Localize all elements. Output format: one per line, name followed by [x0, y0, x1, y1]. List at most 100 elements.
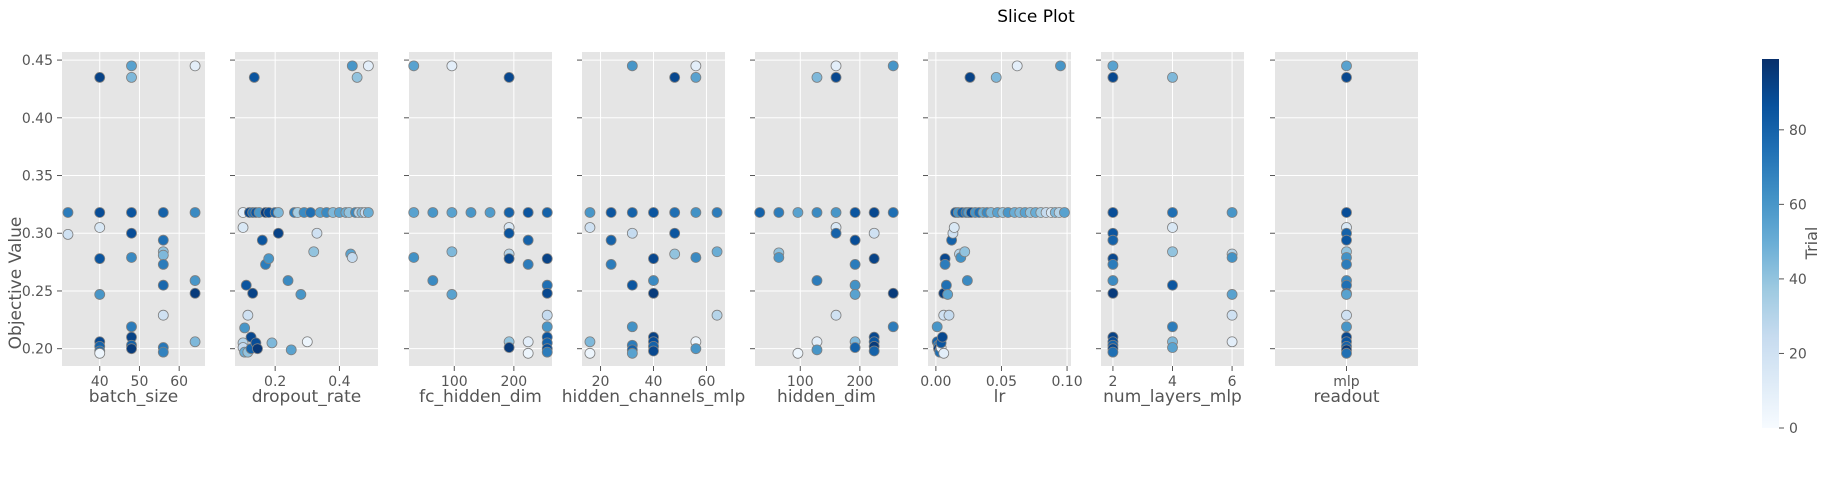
data-point	[311, 227, 323, 239]
data-point	[189, 336, 201, 348]
data-point	[1107, 287, 1119, 299]
data-point	[1107, 71, 1119, 83]
data-point	[811, 207, 823, 218]
data-point	[605, 207, 617, 218]
data-point	[648, 345, 659, 357]
data-point	[1226, 336, 1238, 348]
data-point	[252, 343, 263, 355]
data-point	[503, 342, 515, 353]
data-point	[1167, 207, 1178, 218]
x-tick-label: 40	[645, 374, 663, 390]
x-tick-label: 200	[846, 374, 873, 390]
data-point	[157, 309, 169, 321]
data-point	[126, 60, 137, 72]
panel-lr: 0.00 0.05 0.10 lr	[920, 52, 1083, 407]
data-point	[669, 207, 681, 218]
data-point	[408, 252, 420, 263]
data-point	[503, 207, 515, 218]
data-point	[1341, 207, 1352, 218]
data-point	[465, 207, 477, 218]
data-point	[351, 71, 363, 83]
x-tick-label: 200	[500, 374, 527, 390]
data-point	[584, 222, 596, 233]
data-point	[272, 207, 284, 218]
data-point	[887, 207, 899, 218]
data-point	[126, 71, 137, 83]
data-point	[773, 252, 785, 263]
data-point	[711, 246, 723, 258]
data-point	[522, 259, 534, 270]
data-point	[126, 343, 137, 355]
data-point	[626, 347, 638, 359]
data-point	[240, 279, 252, 291]
data-point	[1341, 259, 1352, 270]
data-point	[503, 71, 515, 83]
data-point	[484, 207, 496, 218]
data-point	[541, 346, 553, 358]
data-point	[959, 246, 971, 258]
colorbar-tick-label: 20	[1789, 346, 1807, 362]
data-point	[990, 71, 1002, 83]
x-tick-label: 60	[698, 374, 716, 390]
data-point	[94, 253, 106, 265]
y-tick-label: 0.35	[22, 169, 53, 185]
y-tick-label: 0.40	[22, 111, 53, 127]
data-point	[669, 248, 681, 260]
data-point	[346, 252, 358, 263]
data-point	[541, 207, 553, 218]
data-point	[446, 60, 458, 72]
data-point	[522, 234, 534, 246]
data-point	[1341, 71, 1352, 83]
data-point	[1055, 60, 1066, 72]
chart-title: Slice Plot	[997, 7, 1075, 27]
data-point	[503, 227, 515, 239]
data-point	[940, 279, 952, 291]
data-point	[948, 222, 960, 233]
data-point	[362, 60, 374, 72]
data-point	[256, 234, 268, 246]
data-point	[62, 207, 74, 218]
data-point	[94, 347, 106, 359]
data-point	[285, 344, 297, 356]
x-tick-label: 0.05	[986, 374, 1017, 390]
data-point	[849, 259, 861, 270]
data-point	[690, 60, 702, 72]
colorbar-label: Trial	[1802, 227, 1821, 261]
x-tick-label: 6	[1228, 374, 1237, 390]
data-point	[711, 309, 723, 321]
data-point	[1059, 207, 1070, 218]
data-point	[1341, 234, 1352, 246]
data-point	[626, 60, 638, 72]
data-point	[248, 71, 260, 83]
data-point	[584, 347, 596, 359]
data-point	[427, 207, 439, 218]
data-point	[157, 207, 169, 218]
data-point	[830, 309, 842, 321]
x-axis-label-readout: readout	[1313, 387, 1379, 407]
y-tick-label: 0.30	[22, 226, 53, 242]
data-point	[931, 321, 943, 333]
data-point	[849, 279, 861, 291]
data-point	[126, 321, 137, 333]
data-point	[1167, 342, 1178, 353]
data-point	[648, 275, 659, 286]
x-tick-label: 0.4	[328, 374, 350, 390]
colorbar-tick-label: 0	[1789, 421, 1798, 437]
x-axis-label-num_layers_mlp: num_layers_mlp	[1103, 387, 1242, 407]
data-point	[427, 275, 439, 286]
data-point	[792, 207, 804, 218]
data-point	[792, 347, 804, 359]
data-point	[157, 279, 169, 291]
data-point	[541, 321, 553, 333]
data-point	[1011, 60, 1023, 72]
data-point	[1341, 60, 1352, 72]
data-point	[943, 309, 955, 321]
data-point	[446, 246, 458, 258]
data-point	[690, 252, 702, 263]
data-point	[1107, 259, 1119, 270]
data-point	[868, 227, 880, 239]
